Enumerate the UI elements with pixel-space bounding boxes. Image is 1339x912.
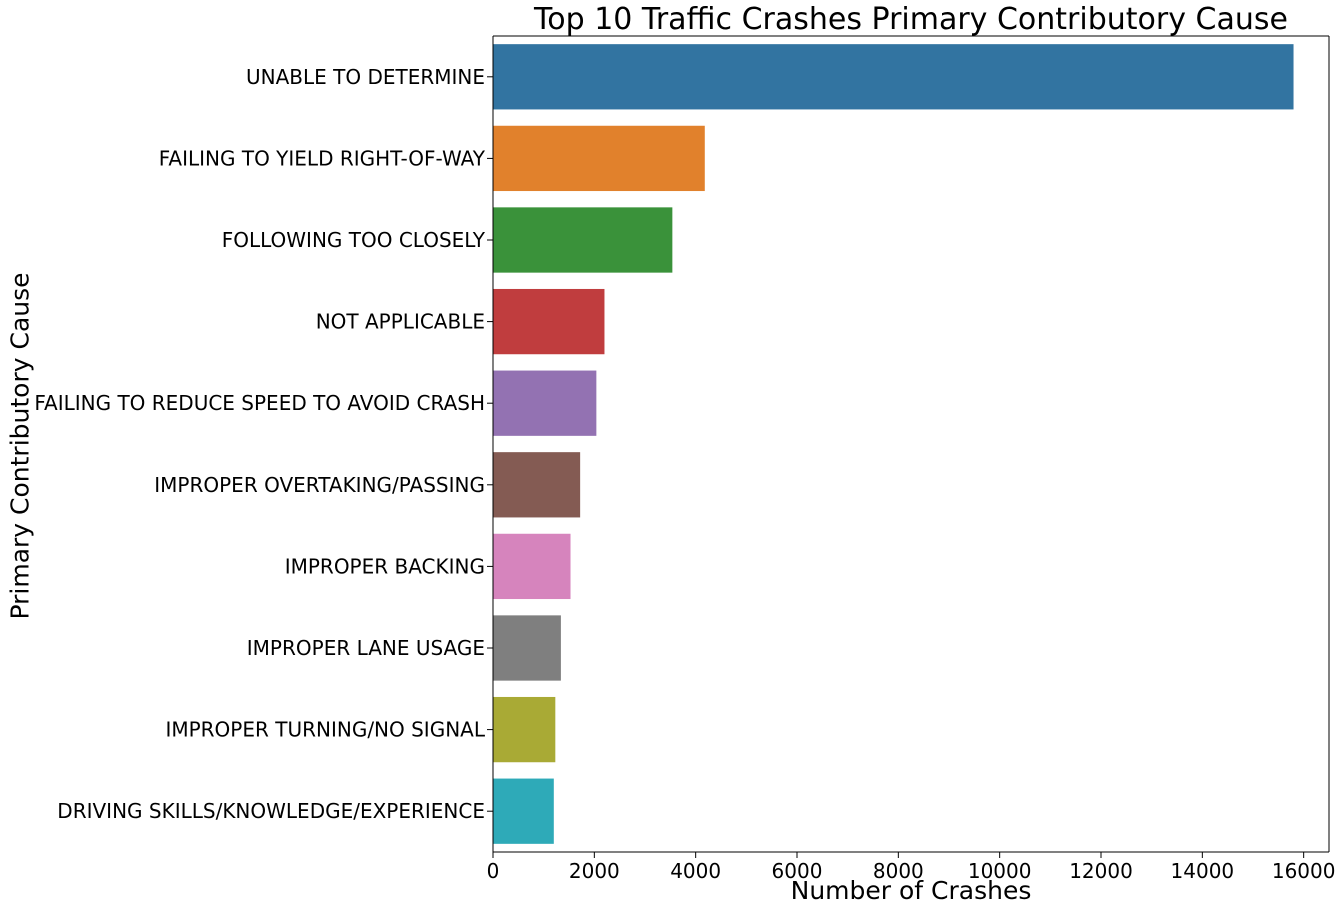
y-tick-label: IMPROPER LANE USAGE: [247, 636, 485, 660]
bar-improper-overtaking-passing: [493, 452, 581, 518]
y-tick-label: UNABLE TO DETERMINE: [246, 65, 485, 89]
x-tick-label: 6000: [772, 859, 823, 883]
x-tick-label: 16000: [1272, 859, 1336, 883]
y-tick-label: DRIVING SKILLS/KNOWLEDGE/EXPERIENCE: [57, 799, 485, 823]
x-tick-label: 12000: [1069, 859, 1133, 883]
y-tick-label: FAILING TO YIELD RIGHT-OF-WAY: [159, 146, 486, 170]
x-tick-label: 4000: [670, 859, 721, 883]
bar-improper-lane-usage: [493, 615, 561, 681]
bar-improper-turning-no-signal: [493, 696, 556, 763]
y-tick-label: NOT APPLICABLE: [316, 310, 485, 334]
x-tick-label: 10000: [968, 859, 1032, 883]
y-tick-label: IMPROPER OVERTAKING/PASSING: [154, 473, 485, 497]
x-tick-label: 2000: [569, 859, 620, 883]
x-tick-label: 14000: [1171, 859, 1235, 883]
y-tick-label: FOLLOWING TOO CLOSELY: [222, 228, 486, 252]
y-tick-label: FAILING TO REDUCE SPEED TO AVOID CRASH: [34, 391, 485, 415]
bars-group: [493, 44, 1294, 844]
bar-failing-to-yield-right-of-way: [493, 125, 705, 192]
x-tick-label: 0: [487, 859, 500, 883]
bar-unable-to-determine: [493, 44, 1294, 110]
bar-failing-to-reduce-speed-to-avoid-crash: [493, 370, 597, 436]
bar-not-applicable: [493, 288, 605, 355]
bar-following-too-closely: [493, 207, 673, 273]
x-tick-label: 8000: [873, 859, 924, 883]
y-tick-label: IMPROPER BACKING: [285, 554, 485, 578]
y-tick-label: IMPROPER TURNING/NO SIGNAL: [165, 718, 485, 742]
bar-driving-skills-knowledge-experience: [493, 778, 554, 844]
x-axis-label: Number of Crashes: [790, 876, 1032, 905]
chart-title: Top 10 Traffic Crashes Primary Contribut…: [534, 2, 1288, 37]
axes-group: UNABLE TO DETERMINE FAILING TO YIELD RIGH…: [34, 35, 1336, 883]
bar-improper-backing: [493, 533, 571, 600]
